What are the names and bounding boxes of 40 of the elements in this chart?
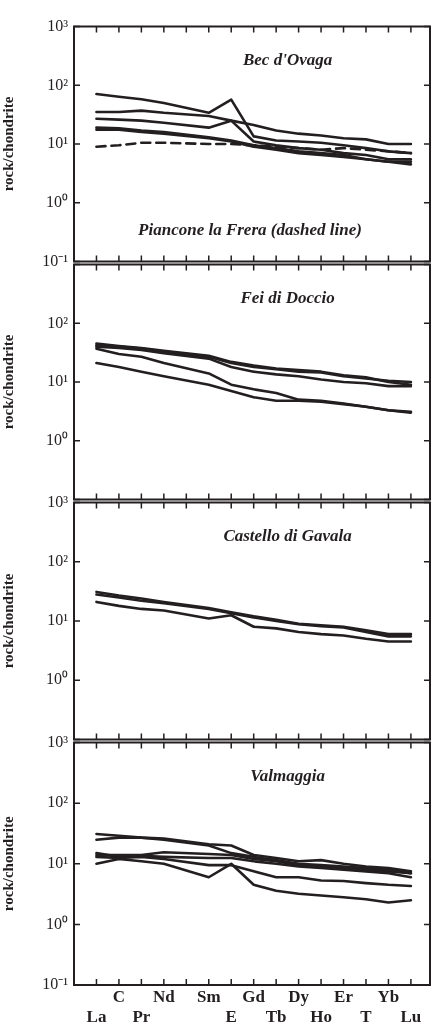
y-tick-label: 10³ bbox=[47, 732, 69, 750]
y-tick-label: 10² bbox=[47, 75, 69, 93]
y-tick-label: 10⁰ bbox=[46, 430, 68, 448]
y-tick-label: 10³ bbox=[47, 492, 69, 510]
x-tick-label: E bbox=[225, 1006, 237, 1026]
y-axis-title: rock/chondrite bbox=[0, 334, 16, 430]
y-tick-label: 10⁰ bbox=[46, 192, 68, 210]
y-tick-label: 10² bbox=[47, 793, 69, 811]
y-tick-label: 10⁻¹ bbox=[42, 251, 69, 269]
y-tick-label: 10¹ bbox=[47, 611, 69, 629]
y-axis-title: rock/chondrite bbox=[0, 573, 16, 669]
text: Castello di Gavala bbox=[223, 525, 353, 545]
y-tick-label: 10⁰ bbox=[46, 914, 68, 932]
x-tick-label: Lu bbox=[400, 1006, 422, 1026]
y-tick-label: 10² bbox=[47, 552, 69, 569]
x-tick-label: Gd bbox=[242, 986, 266, 1006]
y-tick-label: 10² bbox=[47, 313, 69, 331]
x-tick-label: Er bbox=[334, 986, 354, 1006]
y-tick-label: 10¹ bbox=[47, 372, 69, 390]
x-tick-label: T bbox=[360, 1006, 373, 1026]
x-tick-label: Sm bbox=[196, 986, 221, 1006]
y-tick-label: 10⁻¹ bbox=[42, 975, 69, 993]
x-tick-label: Tb bbox=[265, 1006, 287, 1026]
text: Fei di Doccio bbox=[239, 287, 335, 307]
x-tick-label: C bbox=[112, 986, 126, 1006]
y-tick-label: 10³ bbox=[47, 16, 69, 34]
x-tick-label: Yb bbox=[377, 986, 400, 1006]
x-tick-label: Dy bbox=[288, 986, 310, 1006]
y-axis-title: rock/chondrite bbox=[0, 816, 16, 912]
annotation: Piancone la Frera (dashed line) bbox=[137, 219, 362, 239]
text: Valmaggia bbox=[250, 765, 326, 785]
y-tick-label: 10¹ bbox=[47, 854, 69, 871]
x-tick-label: Ho bbox=[310, 1006, 332, 1026]
x-tick-label: La bbox=[86, 1006, 107, 1026]
y-axis-title: rock/chondrite bbox=[0, 96, 16, 192]
y-tick-label: 10⁰ bbox=[46, 670, 68, 688]
x-tick-label: Nd bbox=[152, 986, 176, 1006]
text: Bec d'Ovaga bbox=[241, 49, 333, 69]
y-tick-label: 10¹ bbox=[47, 134, 69, 152]
x-tick-label: Pr bbox=[132, 1006, 151, 1026]
